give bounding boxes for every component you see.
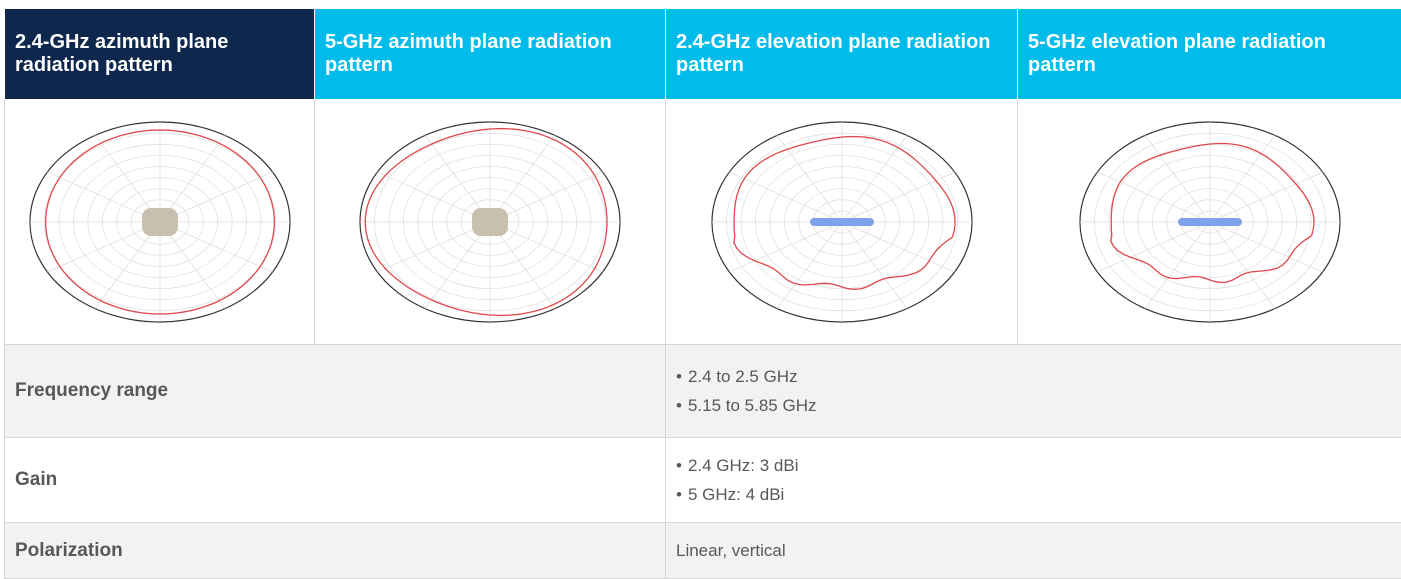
radiation-plot xyxy=(692,107,992,337)
table-row: Gain 2.4 GHz: 3 dBi 5 GHz: 4 dBi xyxy=(5,438,1401,523)
image-cell xyxy=(5,100,315,345)
row-label: Frequency range xyxy=(5,345,666,438)
table-row: Frequency range 2.4 to 2.5 GHz 5.15 to 5… xyxy=(5,345,1401,438)
image-row xyxy=(5,100,1401,345)
row-value: 2.4 to 2.5 GHz 5.15 to 5.85 GHz xyxy=(666,345,1401,438)
row-value: Linear, vertical xyxy=(666,523,1401,579)
header-cell: 2.4-GHz elevation plane radiation patter… xyxy=(666,9,1018,100)
header-cell: 2.4-GHz azimuth plane radiation pattern xyxy=(5,9,315,100)
row-label: Gain xyxy=(5,438,666,523)
bullet-item: 5 GHz: 4 dBi xyxy=(676,485,1401,505)
device-icon xyxy=(142,208,178,236)
image-cell xyxy=(1018,100,1401,345)
radiation-plot xyxy=(1060,107,1360,337)
radiation-plot xyxy=(10,107,310,337)
header-cell: 5-GHz elevation plane radiation pattern xyxy=(1018,9,1401,100)
header-row: 2.4-GHz azimuth plane radiation pattern … xyxy=(5,9,1401,100)
radiation-plot xyxy=(340,107,640,337)
device-icon xyxy=(810,218,874,226)
bullet-list: 2.4 to 2.5 GHz 5.15 to 5.85 GHz xyxy=(676,367,1401,416)
row-value: 2.4 GHz: 3 dBi 5 GHz: 4 dBi xyxy=(666,438,1401,523)
bullet-list: 2.4 GHz: 3 dBi 5 GHz: 4 dBi xyxy=(676,456,1401,505)
header-cell: 5-GHz azimuth plane radiation pattern xyxy=(315,9,666,100)
pattern-curve xyxy=(1110,144,1313,283)
row-label: Polarization xyxy=(5,523,666,579)
spec-table: 2.4-GHz azimuth plane radiation pattern … xyxy=(4,8,1401,579)
table-row: Polarization Linear, vertical xyxy=(5,523,1401,579)
image-cell xyxy=(666,100,1018,345)
bullet-item: 2.4 to 2.5 GHz xyxy=(676,367,1401,387)
image-cell xyxy=(315,100,666,345)
bullet-item: 5.15 to 5.85 GHz xyxy=(676,396,1401,416)
device-icon xyxy=(1178,218,1242,226)
device-icon xyxy=(472,208,508,236)
bullet-item: 2.4 GHz: 3 dBi xyxy=(676,456,1401,476)
